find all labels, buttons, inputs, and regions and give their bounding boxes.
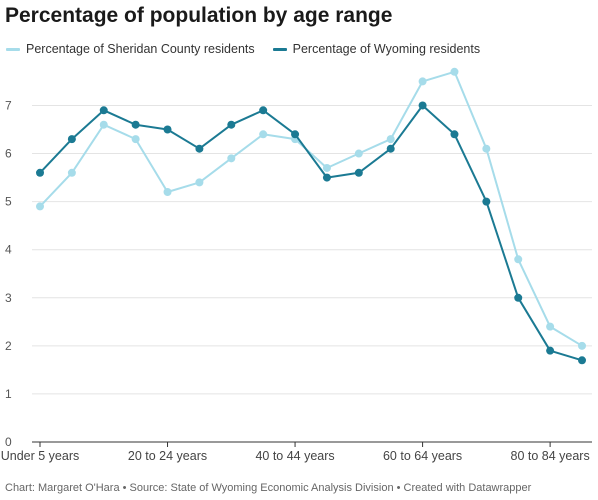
line-chart: 0 1 2 3 4 5 6 7 Under 5 years 20 to 24 years 40 to… — [1, 67, 592, 463]
data-point-wyoming — [354, 168, 363, 177]
data-point-wyoming — [418, 101, 427, 110]
data-point-sheridan — [259, 130, 268, 139]
data-point-sheridan — [322, 163, 331, 172]
series-line-wyoming — [39, 104, 583, 362]
legend-label-sheridan: Percentage of Sheridan County residents — [26, 42, 255, 56]
data-point-wyoming — [450, 130, 459, 139]
data-point-wyoming — [163, 125, 172, 134]
data-point-sheridan — [450, 67, 459, 76]
data-point-wyoming — [67, 135, 76, 144]
data-point-wyoming — [36, 168, 44, 177]
x-tick-label: 40 to 44 years — [255, 449, 334, 463]
data-point-sheridan — [195, 178, 204, 187]
x-tick-label: 60 to 64 years — [383, 449, 462, 463]
data-point-wyoming — [227, 120, 236, 129]
x-tick-label: Under 5 years — [1, 449, 80, 463]
data-point-sheridan — [514, 255, 523, 264]
y-tick-label: 7 — [5, 98, 12, 112]
data-point-sheridan — [482, 144, 491, 153]
data-point-wyoming — [99, 106, 108, 115]
data-point-sheridan — [418, 77, 427, 86]
chart-title: Percentage of population by age range — [5, 4, 393, 27]
data-point-sheridan — [227, 154, 236, 163]
y-tick-label: 1 — [5, 387, 12, 401]
legend-item-sheridan: Percentage of Sheridan County residents — [6, 42, 255, 56]
x-tick-label: 80 to 84 years — [511, 449, 590, 463]
data-point-wyoming — [578, 356, 586, 365]
data-point-wyoming — [482, 197, 491, 206]
data-point-wyoming — [386, 144, 395, 153]
data-point-sheridan — [67, 168, 76, 177]
y-tick-label: 4 — [5, 243, 12, 257]
series-line-sheridan — [39, 70, 583, 347]
legend-swatch-wyoming — [272, 47, 287, 51]
data-point-wyoming — [259, 106, 268, 115]
data-point-wyoming — [195, 144, 204, 153]
data-point-sheridan — [99, 120, 108, 129]
legend-swatch-sheridan — [6, 47, 20, 51]
data-point-wyoming — [514, 293, 523, 302]
data-point-sheridan — [546, 322, 555, 331]
data-point-sheridan — [131, 135, 140, 144]
y-tick-label: 0 — [5, 435, 12, 449]
data-point-sheridan — [386, 135, 395, 144]
data-point-sheridan — [163, 188, 172, 196]
y-tick-label: 2 — [5, 339, 12, 353]
chart-footer: Chart: Margaret O'Hara • Source: State o… — [5, 482, 532, 494]
y-tick-label: 3 — [5, 291, 12, 305]
legend: Percentage of Sheridan County residents … — [6, 42, 480, 56]
legend-label-wyoming: Percentage of Wyoming residents — [292, 42, 481, 56]
y-tick-label: 5 — [5, 195, 12, 209]
y-tick-label: 6 — [5, 147, 12, 161]
data-point-sheridan — [36, 202, 44, 211]
data-point-wyoming — [546, 346, 555, 355]
data-point-wyoming — [291, 130, 300, 139]
data-point-wyoming — [131, 120, 140, 129]
data-point-sheridan — [354, 149, 363, 158]
x-tick-label: 20 to 24 years — [128, 449, 207, 463]
data-point-wyoming — [322, 173, 331, 182]
legend-item-wyoming: Percentage of Wyoming residents — [272, 42, 481, 56]
data-point-sheridan — [578, 341, 586, 350]
